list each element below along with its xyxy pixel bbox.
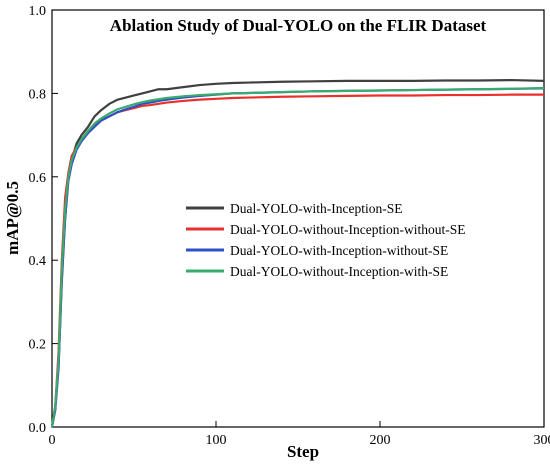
y-tick-label: 1.0 — [29, 4, 47, 19]
x-tick-label: 300 — [534, 433, 550, 448]
plot-area-frame — [52, 10, 544, 427]
legend-label: Dual-YOLO-with-Inception-SE — [230, 201, 402, 216]
y-tick-label: 0.0 — [29, 421, 47, 436]
chart-title: Ablation Study of Dual-YOLO on the FLIR … — [110, 16, 487, 35]
y-tick-label: 0.6 — [29, 171, 47, 186]
y-tick-label: 0.2 — [29, 338, 47, 353]
y-axis-label: mAP@0.5 — [3, 181, 22, 255]
x-axis-label: Step — [287, 442, 319, 461]
y-tick-label: 0.8 — [29, 87, 47, 102]
legend-label: Dual-YOLO-without-Inception-without-SE — [230, 222, 465, 237]
legend-label: Dual-YOLO-with-Inception-without-SE — [230, 243, 448, 258]
legend-label: Dual-YOLO-without-Inception-with-SE — [230, 264, 448, 279]
x-tick-label: 100 — [206, 433, 227, 448]
series-line-2 — [52, 95, 544, 427]
legend: Dual-YOLO-with-Inception-SE Dual-YOLO-wit… — [186, 201, 465, 279]
x-tick-label: 0 — [49, 433, 56, 448]
y-tick-label: 0.4 — [29, 254, 47, 269]
x-tick-label: 200 — [370, 433, 391, 448]
